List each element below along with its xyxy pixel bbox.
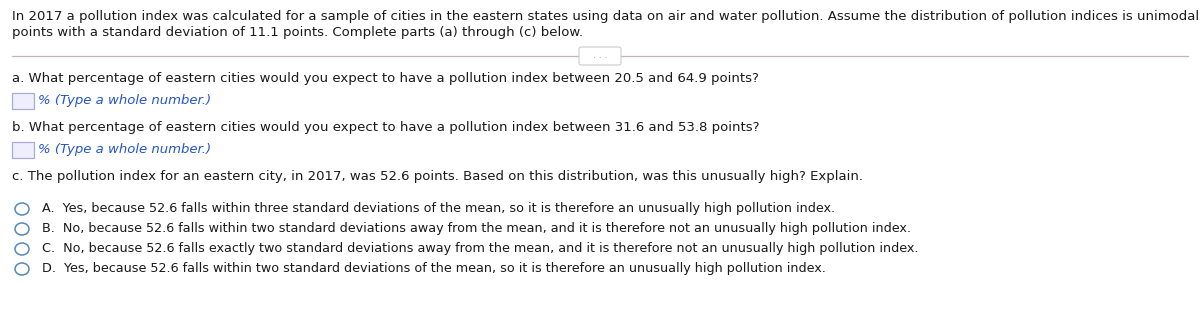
Text: A.  Yes, because 52.6 falls within three standard deviations of the mean, so it : A. Yes, because 52.6 falls within three … — [42, 202, 835, 215]
Text: c. The pollution index for an eastern city, in 2017, was 52.6 points. Based on t: c. The pollution index for an eastern ci… — [12, 170, 863, 183]
Text: C.  No, because 52.6 falls exactly two standard deviations away from the mean, a: C. No, because 52.6 falls exactly two st… — [42, 242, 918, 255]
Text: B.  No, because 52.6 falls within two standard deviations away from the mean, an: B. No, because 52.6 falls within two sta… — [42, 222, 911, 235]
FancyBboxPatch shape — [12, 142, 34, 158]
Text: D.  Yes, because 52.6 falls within two standard deviations of the mean, so it is: D. Yes, because 52.6 falls within two st… — [42, 262, 826, 275]
FancyBboxPatch shape — [580, 47, 622, 65]
Text: points with a standard deviation of 11.1 points. Complete parts (a) through (c) : points with a standard deviation of 11.1… — [12, 26, 583, 39]
Text: % (Type a whole number.): % (Type a whole number.) — [38, 143, 211, 156]
Text: . . .: . . . — [593, 51, 607, 60]
Text: In 2017 a pollution index was calculated for a sample of cities in the eastern s: In 2017 a pollution index was calculated… — [12, 10, 1200, 23]
FancyBboxPatch shape — [12, 93, 34, 109]
Text: a. What percentage of eastern cities would you expect to have a pollution index : a. What percentage of eastern cities wou… — [12, 72, 758, 85]
Text: % (Type a whole number.): % (Type a whole number.) — [38, 94, 211, 107]
Text: b. What percentage of eastern cities would you expect to have a pollution index : b. What percentage of eastern cities wou… — [12, 121, 760, 134]
